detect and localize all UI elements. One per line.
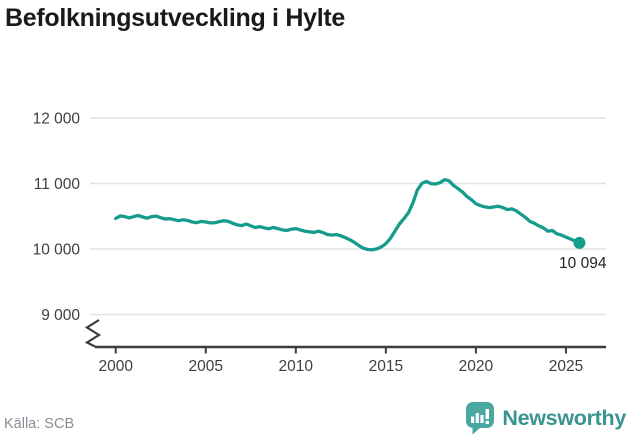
newsworthy-wordmark: Newsworthy — [502, 406, 626, 430]
axis-break-icon — [84, 319, 102, 348]
y-tick-label: 10 000 — [33, 242, 81, 259]
population-line — [114, 178, 582, 252]
x-tick-label: 2000 — [98, 358, 133, 375]
newsworthy-logo-link[interactable]: Newsworthy — [466, 402, 626, 435]
y-tick-label: 11 000 — [34, 176, 81, 193]
end-value-label: 10 094 — [559, 255, 607, 272]
end-point-marker — [573, 236, 586, 249]
newsworthy-bubble-icon — [466, 402, 495, 435]
x-tick-label: 2020 — [459, 358, 494, 375]
x-tick-label: 2025 — [549, 358, 583, 375]
x-tick-label: 2010 — [279, 358, 314, 375]
y-tick-label: 12 000 — [33, 111, 81, 128]
source-note: Källa: SCB — [4, 416, 75, 432]
x-tick-label: 2015 — [369, 358, 403, 375]
x-tick-label: 2005 — [189, 358, 223, 375]
page-title: Befolkningsutveckling i Hylte — [5, 4, 345, 32]
y-tick-label: 9 000 — [41, 307, 80, 324]
